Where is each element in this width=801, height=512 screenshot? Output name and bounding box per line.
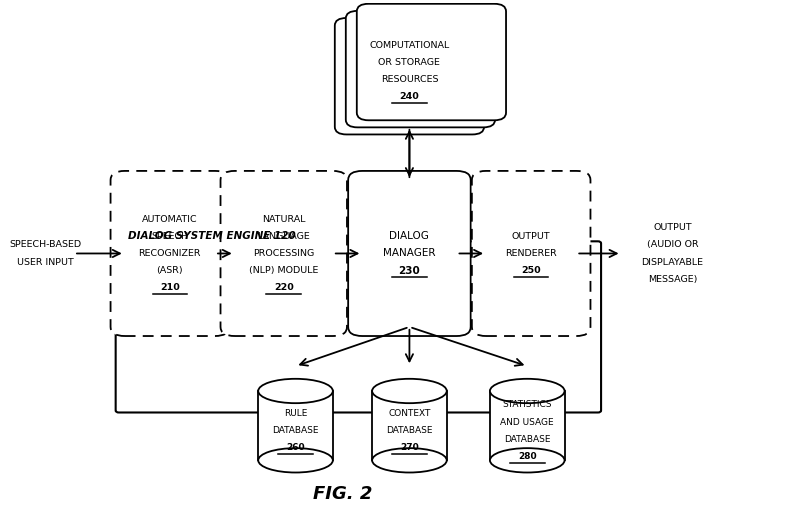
Text: MESSAGE): MESSAGE) [648, 275, 697, 284]
Bar [490, 391, 565, 460]
Text: DIALOG SYSTEM ENGINE 120: DIALOG SYSTEM ENGINE 120 [128, 231, 296, 241]
Text: OR STORAGE: OR STORAGE [379, 58, 441, 67]
FancyBboxPatch shape [346, 11, 495, 127]
Bar [258, 391, 333, 460]
Text: DATABASE: DATABASE [272, 426, 319, 435]
Text: (ASR): (ASR) [156, 266, 183, 275]
Text: DIALOG: DIALOG [389, 231, 429, 241]
Text: (NLP) MODULE: (NLP) MODULE [249, 266, 319, 275]
Text: DISPLAYABLE: DISPLAYABLE [642, 258, 703, 267]
Ellipse shape [372, 448, 447, 473]
Text: SPEECH: SPEECH [151, 232, 188, 241]
FancyBboxPatch shape [472, 171, 590, 336]
Text: AUTOMATIC: AUTOMATIC [142, 215, 198, 224]
Ellipse shape [258, 379, 333, 403]
FancyBboxPatch shape [220, 171, 347, 336]
Text: CONTEXT: CONTEXT [388, 409, 431, 418]
FancyBboxPatch shape [111, 171, 229, 336]
Text: AND USAGE: AND USAGE [501, 418, 554, 426]
Bar [372, 391, 447, 460]
Text: DATABASE: DATABASE [504, 435, 550, 444]
Text: 240: 240 [400, 93, 419, 101]
Text: RENDERER: RENDERER [505, 249, 557, 258]
Text: 220: 220 [274, 284, 294, 292]
Text: PROCESSING: PROCESSING [253, 249, 314, 258]
Text: 260: 260 [286, 443, 305, 453]
Text: 270: 270 [400, 443, 419, 453]
Text: NATURAL: NATURAL [262, 215, 305, 224]
Text: 210: 210 [160, 284, 179, 292]
Text: 250: 250 [521, 266, 541, 275]
Text: OUTPUT: OUTPUT [512, 232, 550, 241]
Text: 280: 280 [518, 452, 537, 461]
Text: RECOGNIZER: RECOGNIZER [139, 249, 201, 258]
Text: USER INPUT: USER INPUT [18, 258, 74, 267]
Text: RULE: RULE [284, 409, 308, 418]
Text: DATABASE: DATABASE [386, 426, 433, 435]
Text: RESOURCES: RESOURCES [380, 75, 438, 84]
Text: SPEECH-BASED: SPEECH-BASED [10, 240, 82, 249]
Text: STATISTICS: STATISTICS [502, 400, 552, 410]
FancyBboxPatch shape [335, 18, 484, 135]
Text: OUTPUT: OUTPUT [654, 223, 692, 232]
Ellipse shape [258, 448, 333, 473]
Text: 230: 230 [399, 266, 421, 275]
Text: LANGUAGE: LANGUAGE [257, 232, 310, 241]
Text: MANAGER: MANAGER [383, 248, 436, 259]
Text: COMPUTATIONAL: COMPUTATIONAL [369, 41, 449, 50]
FancyBboxPatch shape [348, 171, 471, 336]
Ellipse shape [490, 379, 565, 403]
Ellipse shape [372, 379, 447, 403]
Text: FIG. 2: FIG. 2 [313, 485, 372, 503]
FancyBboxPatch shape [115, 241, 601, 413]
Ellipse shape [490, 448, 565, 473]
FancyBboxPatch shape [356, 4, 506, 120]
Text: (AUDIO OR: (AUDIO OR [646, 240, 698, 249]
